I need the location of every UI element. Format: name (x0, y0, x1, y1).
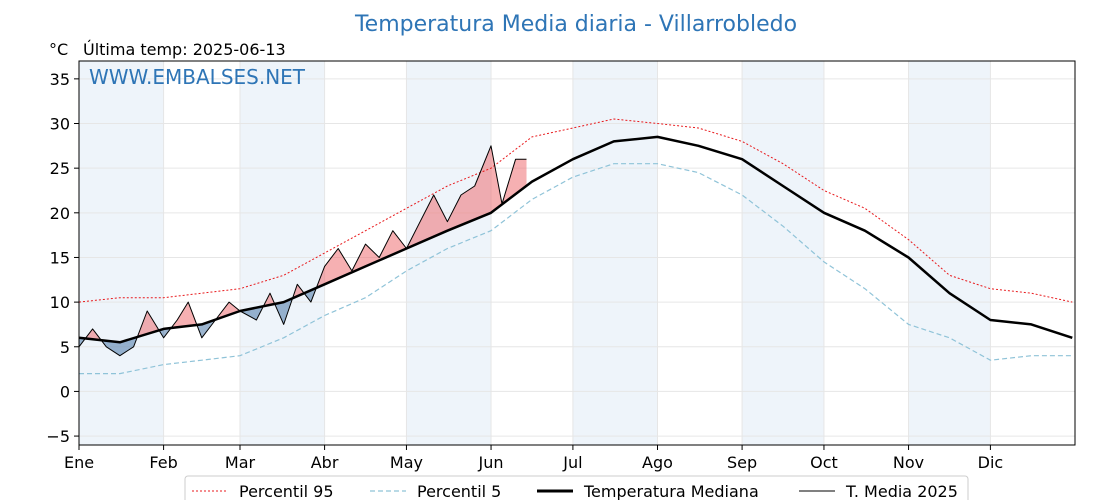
legend: Percentil 95 Percentil 5 Temperatura Med… (184, 475, 969, 500)
chart-title: Temperatura Media diaria - Villarrobledo (354, 12, 797, 37)
y-tick-label-2: 5 (60, 338, 70, 357)
x-tick-label-Sep: Sep (727, 453, 757, 472)
legend-label-median: Temperatura Mediana (583, 482, 759, 500)
legend-label-p5: Percentil 5 (417, 482, 501, 500)
above-median-fill-3 (137, 311, 160, 337)
y-tick-label-5: 20 (50, 204, 70, 223)
grid-lines (78, 61, 1075, 445)
month-shade-Jul (572, 61, 658, 445)
y-tick-label-8: 35 (50, 70, 70, 89)
month-shade-Mar (239, 61, 325, 445)
y-tick-label-4: 15 (50, 248, 70, 267)
x-axis-ticks: Ene Feb Mar Abr May Jun Jul Ago Sep Oct Nov Dic (64, 445, 1003, 472)
x-tick-label-Dic: Dic (978, 453, 1004, 472)
x-tick-label-Nov: Nov (893, 453, 924, 472)
legend-box (184, 475, 969, 500)
below-median-fill-6 (197, 318, 217, 338)
month-shade-May (406, 61, 492, 445)
above-median-fill-9 (264, 293, 276, 307)
x-tick-label-Ene: Ene (64, 453, 94, 472)
unit-label: °C (49, 40, 68, 59)
month-shade-Sep (742, 61, 824, 445)
last-update-label: Última temp: 2025-06-13 (83, 40, 286, 59)
x-tick-label-Ago: Ago (642, 453, 673, 472)
x-tick-label-Feb: Feb (149, 453, 177, 472)
watermark: WWW.EMBALSES.NET (89, 65, 306, 89)
legend-label-p95: Percentil 95 (239, 482, 334, 500)
month-shade-Ene (79, 61, 164, 445)
above-median-fill-13 (316, 145, 527, 288)
y-tick-label-3: 10 (50, 293, 70, 312)
series-line-p5 (79, 163, 1073, 375)
month-shading (79, 61, 991, 445)
y-tick-label-7: 30 (50, 115, 70, 134)
x-tick-label-May: May (390, 453, 423, 472)
x-tick-label-Oct: Oct (810, 453, 838, 472)
series-lines (78, 118, 1073, 375)
plot-frame (78, 60, 1076, 446)
y-tick-label-6: 25 (50, 159, 70, 178)
month-shade-Nov (908, 61, 991, 445)
y-tick-label-0: −5 (46, 427, 70, 446)
above-median-fill-5 (171, 302, 198, 328)
series-line-p95 (78, 118, 1073, 303)
y-axis-ticks: −5 0 5 10 15 20 25 30 35 (46, 70, 79, 446)
below-median-fill-2 (102, 336, 138, 356)
x-tick-label-Jun: Jun (478, 453, 504, 472)
x-tick-label-Mar: Mar (225, 453, 256, 472)
x-tick-label-Jul: Jul (562, 453, 582, 472)
y-tick-label-1: 0 (60, 382, 70, 401)
x-tick-label-Abr: Abr (311, 453, 339, 472)
legend-label-year: T. Media 2025 (845, 482, 958, 500)
above-median-fill-7 (216, 302, 242, 320)
series-line-year (78, 145, 527, 357)
